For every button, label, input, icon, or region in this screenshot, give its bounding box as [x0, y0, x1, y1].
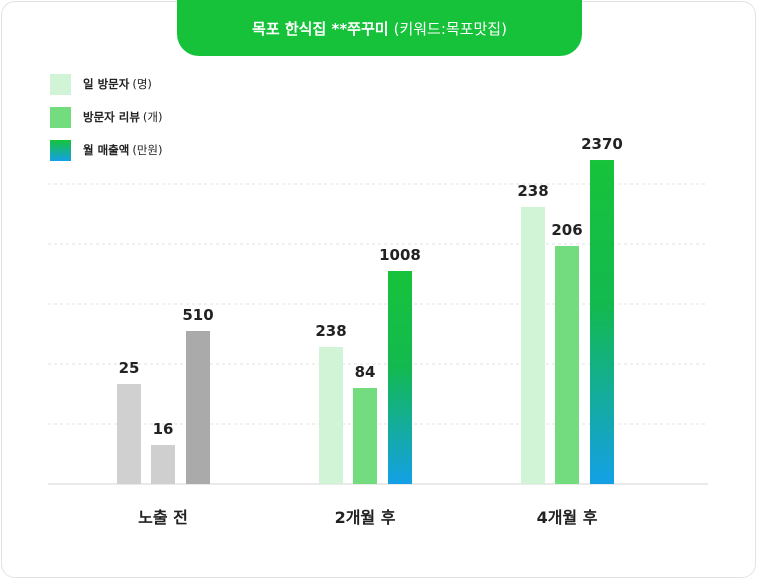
data-label: 2370	[581, 135, 623, 153]
data-label: 238	[315, 322, 346, 340]
bars: 25 16 510 238 84 1008 238 206 2370	[117, 135, 623, 484]
bar-sales	[186, 331, 210, 484]
chart-title: 목포 한식집 **쭈꾸미 (키워드:목포맛집)	[177, 0, 582, 56]
legend-unit: (개)	[142, 110, 163, 124]
legend-label: 방문자 리뷰	[83, 110, 140, 124]
bar-sales	[590, 160, 614, 484]
category-label: 4개월 후	[537, 508, 598, 527]
legend-item-sales: 월 매출액 (만원)	[50, 139, 163, 161]
legend: 일 방문자 (명) 방문자 리뷰 (개) 월 매출액 (만원)	[50, 73, 163, 173]
legend-label: 월 매출액	[83, 143, 130, 157]
bar-reviews	[555, 246, 579, 484]
legend-item-visitors: 일 방문자 (명)	[50, 73, 162, 95]
data-label: 510	[182, 306, 213, 324]
data-label: 16	[153, 420, 174, 438]
legend-label: 일 방문자	[83, 77, 130, 91]
bar-visitors	[319, 347, 343, 484]
category-label: 노출 전	[138, 508, 188, 527]
legend-unit: (명)	[132, 77, 152, 91]
data-label: 84	[355, 363, 376, 381]
category-label: 2개월 후	[335, 508, 396, 527]
category-labels: 노출 전 2개월 후 4개월 후	[138, 508, 598, 527]
data-label: 206	[551, 221, 582, 239]
bar-visitors	[117, 384, 141, 484]
legend-swatch-visitors	[50, 73, 71, 95]
data-label: 1008	[379, 246, 421, 264]
chart-title-sub: (키워드:목포맛집)	[393, 19, 507, 38]
bar-sales	[388, 271, 412, 484]
gridlines	[48, 183, 708, 425]
legend-unit: (만원)	[132, 143, 163, 157]
bar-reviews	[151, 445, 175, 484]
bar-reviews	[353, 388, 377, 484]
legend-swatch-reviews	[50, 106, 71, 128]
legend-swatch-sales	[50, 139, 71, 161]
legend-item-reviews: 방문자 리뷰 (개)	[50, 106, 163, 128]
bar-visitors	[521, 207, 545, 484]
data-label: 25	[119, 359, 140, 377]
chart-title-main: 목포 한식집 **쭈꾸미	[252, 19, 389, 38]
data-label: 238	[517, 182, 548, 200]
